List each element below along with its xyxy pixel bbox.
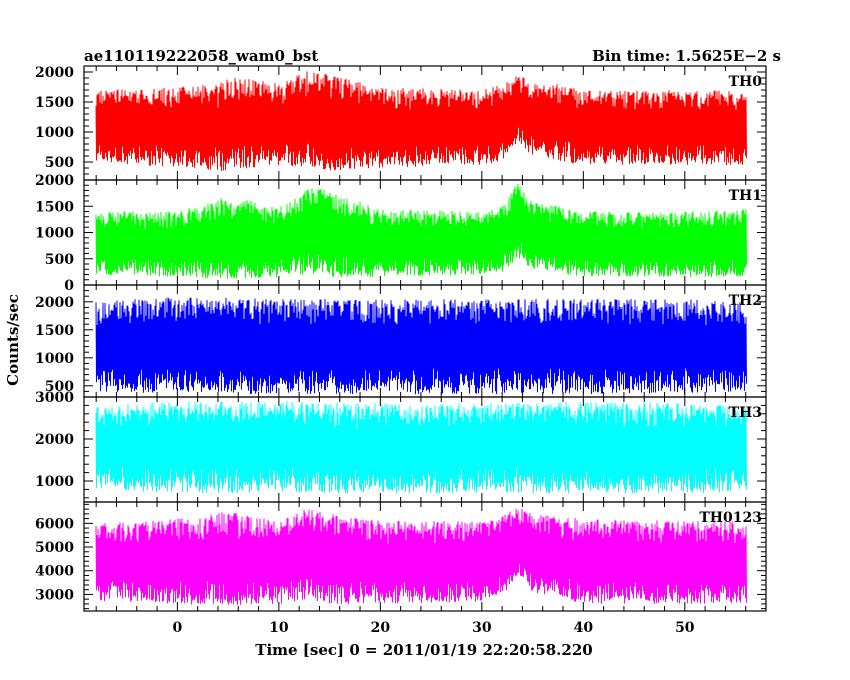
panel-label-th2: TH2 — [729, 293, 762, 309]
y-tick-label: 3000 — [35, 587, 74, 603]
series-line-th1 — [95, 183, 747, 279]
y-tick-label: 1500 — [35, 95, 74, 111]
panel-th0123: 3000 4000 5000 6000 TH0123 — [35, 501, 767, 612]
y-tick-label: 500 — [45, 252, 74, 268]
y-axis-label: Counts/sec — [4, 294, 22, 386]
y-tick-label: 4000 — [35, 564, 74, 580]
x-tick-label: 0 — [172, 620, 182, 636]
y-tick-label: 2000 — [35, 295, 74, 311]
series-line-th0 — [95, 71, 747, 171]
panel-label-th0: TH0 — [729, 74, 763, 90]
panel-th3: 1000 2000 3000 TH3 — [35, 390, 767, 503]
y-tick-label: 1000 — [35, 226, 74, 242]
x-tick-label: 40 — [574, 620, 594, 636]
panel-th2: 500 1000 1500 2000 TH2 — [35, 284, 767, 398]
panel-th0: 500 1000 1500 2000 TH0 — [35, 65, 767, 181]
y-tick-label: 5000 — [35, 540, 74, 556]
bin-time-label: Bin time: 1.5625E−2 s — [592, 47, 781, 65]
x-tick-label: 30 — [472, 620, 492, 636]
x-axis: 0 10 20 30 40 50 — [172, 620, 694, 636]
y-tick-label: 1500 — [35, 199, 74, 215]
series-line-th3 — [95, 401, 747, 494]
panel-label-th1: TH1 — [729, 188, 762, 204]
y-tick-label: 2000 — [35, 432, 74, 448]
y-tick-label: 2000 — [35, 65, 74, 81]
series-line-th2 — [95, 297, 747, 395]
y-tick-label: 2000 — [35, 173, 74, 189]
x-tick-label: 20 — [371, 620, 391, 636]
y-tick-label: 1000 — [35, 474, 74, 490]
panel-label-th0123: TH0123 — [699, 510, 762, 526]
y-tick-label: 500 — [45, 379, 74, 395]
y-tick-label: 500 — [45, 155, 74, 171]
x-tick-label: 10 — [269, 620, 289, 636]
x-tick-label: 50 — [675, 620, 695, 636]
y-tick-label: 6000 — [35, 516, 74, 532]
chart-title: ae110119222058_wam0_bst — [84, 47, 318, 65]
y-tick-label: 3000 — [35, 390, 74, 406]
panel-label-th3: TH3 — [729, 405, 762, 421]
panels-group: 500 1000 1500 2000 TH0 0 500 1000 1500 2000 TH1 500… — [35, 65, 767, 612]
y-tick-label: 1000 — [35, 351, 74, 367]
panel-th1: 0 500 1000 1500 2000 TH1 — [35, 173, 767, 294]
y-tick-label: 1500 — [35, 323, 74, 339]
series-line-th0123 — [95, 508, 747, 606]
x-axis-label: Time [sec] 0 = 2011/01/19 22:20:58.220 — [255, 641, 592, 659]
y-tick-label: 0 — [64, 278, 74, 294]
y-tick-label: 1000 — [35, 125, 74, 141]
